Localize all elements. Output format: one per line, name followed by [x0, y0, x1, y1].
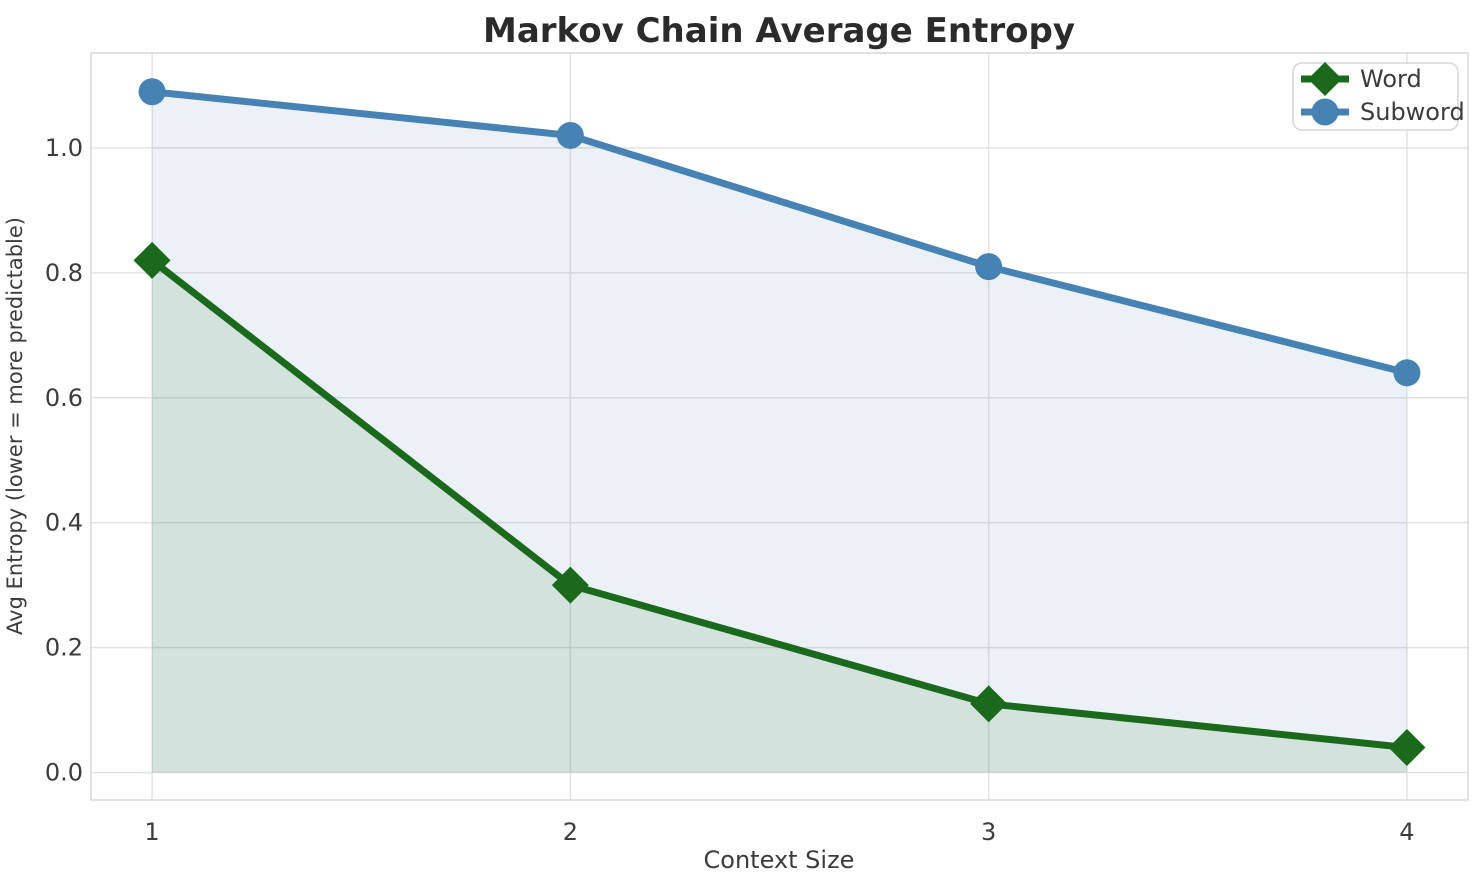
subword-marker-2 [556, 121, 584, 149]
word-marker-2 [551, 566, 589, 604]
legend: Word Subword [1292, 62, 1465, 131]
word-marker-3 [970, 685, 1008, 723]
series-lines [148, 88, 1411, 752]
word-line [148, 256, 1411, 752]
y-tick-label-0.2: 0.2 [45, 634, 83, 662]
series-markers [133, 78, 1426, 767]
subword-marker-1 [138, 78, 166, 106]
tick-labels: 0.0 0.2 0.4 0.6 0.8 1.0 1 2 3 4 [45, 134, 1415, 846]
subword-line [148, 88, 1411, 377]
subword-marker-3 [975, 253, 1003, 281]
x-tick-label-4: 4 [1399, 818, 1414, 846]
legend-subword-circle-icon [1311, 98, 1339, 126]
x-tick-label-2: 2 [563, 818, 578, 846]
subword-area-fill [152, 91, 1407, 773]
area-fills [152, 91, 1407, 773]
x-tick-label-3: 3 [981, 818, 996, 846]
word-area-fill [152, 260, 1407, 773]
y-tick-label-0.0: 0.0 [45, 759, 83, 787]
y-tick-label-0.8: 0.8 [45, 259, 83, 287]
y-tick-label-0.6: 0.6 [45, 384, 83, 412]
y-axis-label: Avg Entropy (lower = more predictable) [3, 217, 27, 635]
x-axis-label: Context Size [704, 846, 855, 874]
chart-title: Markov Chain Average Entropy [483, 11, 1075, 51]
plot-area [91, 53, 1468, 800]
legend-subword-label: Subword [1360, 98, 1465, 126]
legend-word-diamond-icon [1308, 62, 1342, 96]
word-marker-1 [133, 241, 171, 279]
plot-border [90, 52, 1469, 801]
x-tick-label-1: 1 [144, 818, 159, 846]
y-tick-label-1.0: 1.0 [45, 134, 83, 162]
subword-marker-4 [1393, 359, 1421, 387]
word-marker-4 [1388, 729, 1426, 767]
y-tick-label-0.4: 0.4 [45, 509, 83, 537]
legend-word-label: Word [1360, 65, 1422, 93]
